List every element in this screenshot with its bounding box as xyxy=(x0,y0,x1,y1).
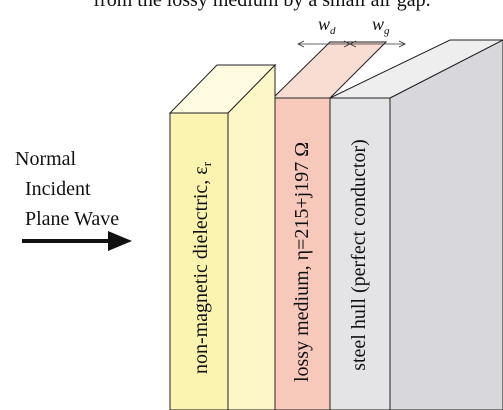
dielectric-top xyxy=(168,64,277,114)
wave-label: Plane Wave xyxy=(25,208,119,230)
text-part: w xyxy=(318,14,330,34)
lossy-top xyxy=(271,41,388,99)
wave-arrowhead xyxy=(108,231,132,251)
caption-fragment: from the lossy medium by a small air gap… xyxy=(93,0,430,11)
text-part: g xyxy=(384,25,390,37)
hull-side xyxy=(389,39,503,410)
text-part: w xyxy=(372,14,384,34)
layer-label: lossy medium, η=215+j197 Ω xyxy=(291,142,313,382)
text-part: r xyxy=(199,161,214,166)
hull-top xyxy=(329,39,503,99)
layer-label: steel hull (perfect conductor) xyxy=(348,139,370,371)
text-part: non-magnetic dielectric, ε xyxy=(190,166,212,374)
text-part: d xyxy=(330,25,336,37)
dimension-arrows xyxy=(297,40,406,48)
layer-label: non-magnetic dielectric, εr xyxy=(190,161,214,374)
width-gap: wg xyxy=(372,14,390,37)
wave-label: Normal xyxy=(15,148,77,170)
dielectric-side xyxy=(227,63,276,410)
width-dielectric: wd xyxy=(318,14,336,37)
wave-label: Incident xyxy=(25,178,91,200)
